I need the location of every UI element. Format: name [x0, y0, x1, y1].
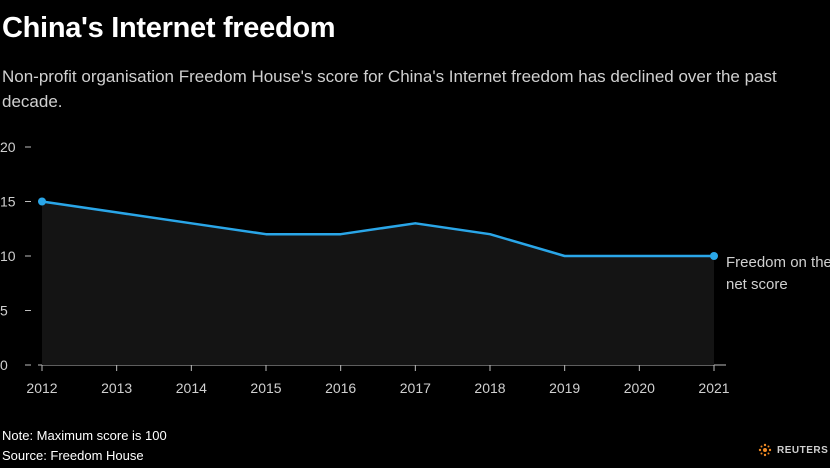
y-tick-label: 0	[0, 357, 8, 373]
y-tick-label: 20	[0, 139, 16, 155]
series-label-line: Freedom on the	[726, 254, 830, 271]
chart-note: Note: Maximum score is 100	[2, 428, 167, 443]
x-tick-label: 2012	[26, 380, 57, 396]
reuters-logo: REUTERS	[758, 442, 828, 458]
x-axis: 2012 2013 2014 2015 2016 2017 2018 2019 2020 2021	[26, 364, 730, 396]
x-tick-label: 2013	[101, 380, 132, 396]
reuters-dot-mark-icon	[758, 443, 772, 457]
y-tick-label: 5	[0, 303, 8, 319]
y-tick-label: 15	[0, 194, 16, 210]
data-point-marker	[38, 197, 46, 206]
x-tick-label: 2020	[624, 380, 655, 396]
chart-subtitle: Non-profit organisation Freedom House's …	[2, 67, 777, 111]
x-tick-label: 2015	[250, 380, 281, 396]
data-point-marker	[710, 252, 718, 260]
x-tick-label: 2021	[698, 380, 729, 396]
x-tick-label: 2017	[400, 380, 431, 396]
series-area	[42, 201, 714, 365]
series-group	[38, 197, 718, 365]
x-tick-label: 2019	[549, 380, 580, 396]
x-tick-label: 2018	[474, 380, 505, 396]
y-axis: 0 5 10 15 20	[0, 139, 31, 373]
chart-title: China's Internet freedom	[2, 12, 336, 44]
reuters-wordmark: REUTERS	[777, 444, 829, 456]
series-label-group: Freedom on the net score	[726, 254, 830, 293]
y-tick-label: 10	[0, 248, 16, 264]
chart-source: Source: Freedom House	[2, 448, 144, 463]
series-line	[41, 200, 714, 258]
x-tick-label: 2016	[325, 380, 356, 396]
x-tick-label: 2014	[176, 380, 207, 396]
series-label-line: net score	[726, 276, 788, 293]
